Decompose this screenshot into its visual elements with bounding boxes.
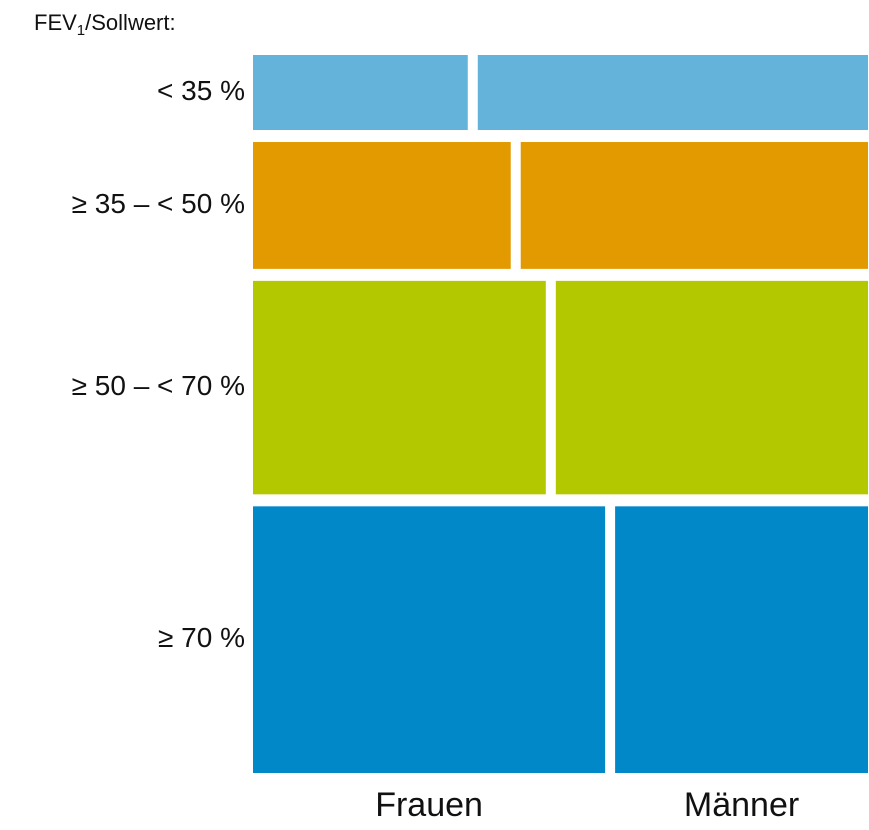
mosaic-cell (253, 142, 511, 269)
column-label: Frauen (375, 786, 483, 824)
chart-title: FEV1/Sollwert: (34, 10, 176, 39)
mosaic-cell (253, 55, 468, 131)
mosaic-cell (253, 506, 606, 773)
mosaic-cell (477, 55, 868, 131)
row-label: ≥ 50 – < 70 % (72, 370, 245, 401)
row-label: < 35 % (157, 75, 245, 106)
title-part: FEV (34, 10, 77, 35)
mosaic-cell (253, 280, 546, 495)
mosaic-cell (555, 280, 868, 495)
title-part: /Sollwert: (85, 10, 175, 35)
column-label: Männer (684, 786, 799, 824)
row-label: ≥ 70 % (158, 622, 245, 653)
mosaic-cell (615, 506, 868, 773)
title-subscript: 1 (77, 22, 85, 39)
row-label: ≥ 35 – < 50 % (72, 188, 245, 219)
mosaic-cell (520, 142, 868, 269)
